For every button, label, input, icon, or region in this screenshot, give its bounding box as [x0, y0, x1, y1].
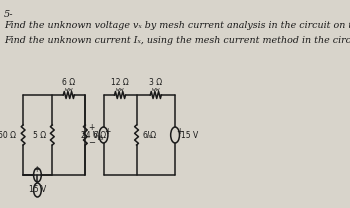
Text: 6 Ω: 6 Ω — [62, 78, 75, 87]
Text: 5 Ω: 5 Ω — [33, 130, 46, 140]
Text: 60 Ω: 60 Ω — [0, 130, 16, 140]
Text: 24 V: 24 V — [81, 130, 98, 140]
Text: +: + — [176, 126, 183, 135]
Text: 15 V: 15 V — [29, 185, 46, 194]
Text: 15 V: 15 V — [181, 130, 198, 140]
Text: ww: ww — [152, 87, 160, 92]
Text: ww: ww — [116, 87, 124, 92]
Text: 6 Ω: 6 Ω — [142, 130, 156, 140]
Text: Iₓ: Iₓ — [147, 131, 153, 140]
Text: 5-: 5- — [4, 10, 13, 19]
Text: Find the unknown current Iₓ, using the mesh current method in the circuit on the: Find the unknown current Iₓ, using the m… — [4, 36, 350, 45]
Text: vₓ: vₓ — [96, 132, 104, 141]
Text: −: − — [88, 139, 95, 147]
Text: +: + — [88, 123, 95, 131]
Text: ww: ww — [65, 87, 72, 92]
Text: +: + — [105, 126, 111, 135]
Text: 6 Ω: 6 Ω — [93, 130, 106, 140]
Text: 3 Ω: 3 Ω — [149, 78, 162, 87]
Text: Find the unknown voltage vₓ by mesh current analysis in the circuit on the left.: Find the unknown voltage vₓ by mesh curr… — [4, 21, 350, 30]
Text: +: + — [33, 166, 40, 175]
Text: 12 Ω: 12 Ω — [111, 78, 129, 87]
